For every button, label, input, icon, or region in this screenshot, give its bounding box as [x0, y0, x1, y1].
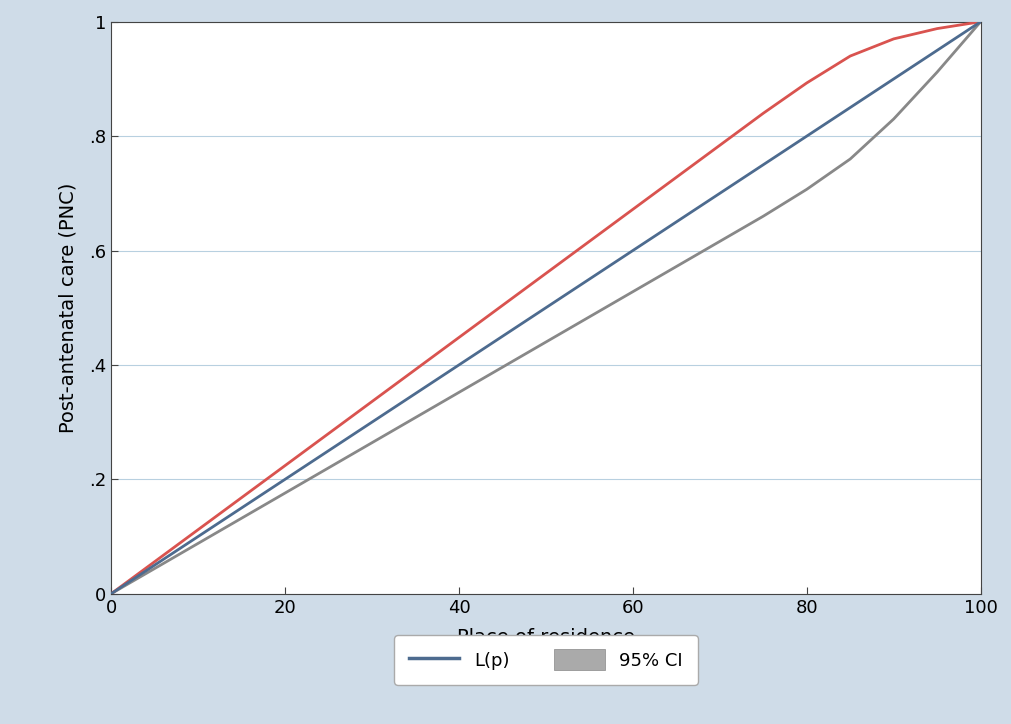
X-axis label: Place of residence: Place of residence	[457, 628, 635, 647]
Y-axis label: Post-antenatal care (PNC): Post-antenatal care (PNC)	[59, 182, 78, 433]
Legend: L(p), 95% CI: L(p), 95% CI	[394, 635, 698, 685]
